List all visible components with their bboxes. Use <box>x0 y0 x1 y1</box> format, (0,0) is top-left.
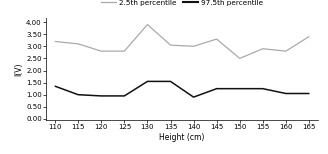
Y-axis label: l(V): l(V) <box>14 63 23 76</box>
X-axis label: Height (cm): Height (cm) <box>159 133 205 142</box>
Legend: 2.5th percentile, 97.5th percentile: 2.5th percentile, 97.5th percentile <box>101 0 263 6</box>
